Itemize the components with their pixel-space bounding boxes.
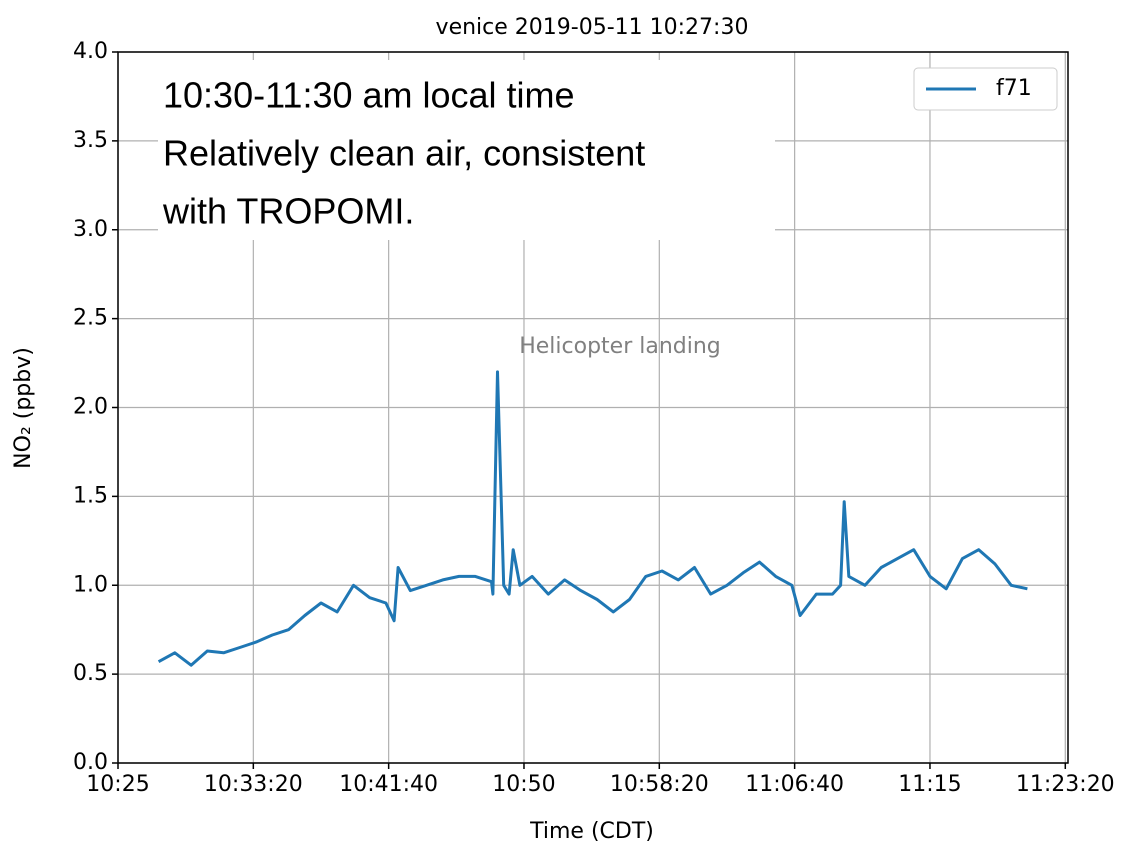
x-tick-label: 10:25 bbox=[86, 772, 149, 797]
x-tick-label: 10:41:40 bbox=[339, 772, 438, 797]
y-tick-label: 3.5 bbox=[73, 128, 108, 153]
spine bbox=[117, 51, 1069, 764]
x-tick-label: 11:06:40 bbox=[745, 772, 844, 797]
y-tick-label: 2.0 bbox=[73, 395, 108, 420]
x-tick-label: 10:58:20 bbox=[610, 772, 709, 797]
chart-title: venice 2019-05-11 10:27:30 bbox=[436, 15, 749, 40]
x-tick-label: 11:23:20 bbox=[1016, 772, 1115, 797]
x-tick-label: 10:50 bbox=[492, 772, 555, 797]
legend-box bbox=[913, 67, 1058, 111]
y-tick-label: 3.0 bbox=[73, 217, 108, 242]
data-line bbox=[157, 370, 1028, 667]
legend-label: f71 bbox=[996, 76, 1032, 101]
y-axis-label: NO₂ (ppbv) bbox=[11, 347, 36, 469]
y-tick-label: 1.0 bbox=[73, 572, 108, 597]
note-line: with TROPOMI. bbox=[162, 191, 414, 232]
y-tick-label: 1.5 bbox=[73, 483, 108, 508]
note-box bbox=[158, 60, 775, 240]
x-axis-label: Time (CDT) bbox=[529, 819, 654, 844]
y-tick-label: 0.0 bbox=[73, 750, 108, 775]
y-tick-label: 2.5 bbox=[73, 306, 108, 331]
x-tick-label: 11:15 bbox=[898, 772, 961, 797]
y-tick-label: 0.5 bbox=[73, 661, 108, 686]
annotation: Helicopter landing bbox=[519, 334, 721, 359]
note-line: 10:30-11:30 am local time bbox=[163, 75, 575, 116]
y-tick-label: 4.0 bbox=[73, 39, 108, 64]
x-tick-label: 10:33:20 bbox=[204, 772, 303, 797]
note-line: Relatively clean air, consistent bbox=[163, 133, 645, 174]
